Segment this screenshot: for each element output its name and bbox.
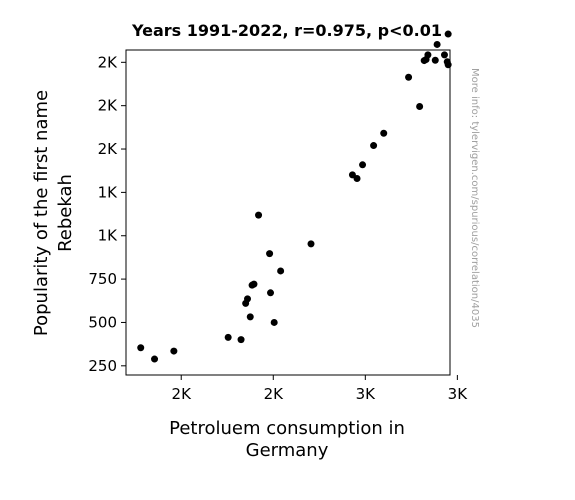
x-axis: 2K 2K 3K 3K [172,375,469,403]
data-point [255,211,263,219]
y-tick-label: 1K [98,183,119,201]
data-point [244,295,251,303]
x-tick-label: 3K [448,385,469,403]
data-point [353,175,361,183]
data-point [380,129,388,137]
data-point [444,30,452,38]
data-point [431,56,439,64]
data-point [416,103,424,111]
data-point [250,280,258,288]
data-point [267,289,275,297]
data-point [440,51,448,59]
y-tick-label: 2K [98,140,119,158]
y-axis-label-line-1: Popularity of the first name [31,90,52,336]
x-axis-label-line-1: Petroluem consumption in [169,418,405,439]
data-point [370,142,378,150]
x-tick-label: 2K [172,385,193,403]
y-axis: 250 500 750 1K 1K 2K 2K 2K [88,53,126,375]
x-tick-label: 3K [356,385,377,403]
data-point [266,250,274,258]
data-points [137,30,452,363]
data-point [137,344,145,352]
data-point [277,267,285,275]
data-point [151,355,159,363]
y-axis-label-line-2: Rebekah [55,174,76,252]
source-watermark: More info: tylervigen.com/spurious/corre… [469,68,480,328]
y-tick-label: 2K [98,97,119,115]
data-point [424,51,432,59]
data-point [246,313,254,321]
data-point [224,333,232,341]
x-axis-label-line-2: Germany [246,440,329,461]
data-point [270,318,278,326]
data-point [307,240,315,248]
y-tick-label: 2K [98,53,119,71]
data-point [237,336,245,344]
data-point [405,73,413,81]
data-point [444,61,452,69]
y-tick-label: 500 [88,313,117,331]
data-point [170,347,178,355]
x-tick-label: 2K [264,385,285,403]
y-tick-label: 750 [88,270,117,288]
data-point [359,161,367,169]
chart-title: Years 1991-2022, r=0.975, p<0.01 [131,21,442,40]
data-point [433,40,441,48]
y-tick-label: 1K [98,227,119,245]
y-tick-label: 250 [88,357,117,375]
plot-area [125,49,451,376]
